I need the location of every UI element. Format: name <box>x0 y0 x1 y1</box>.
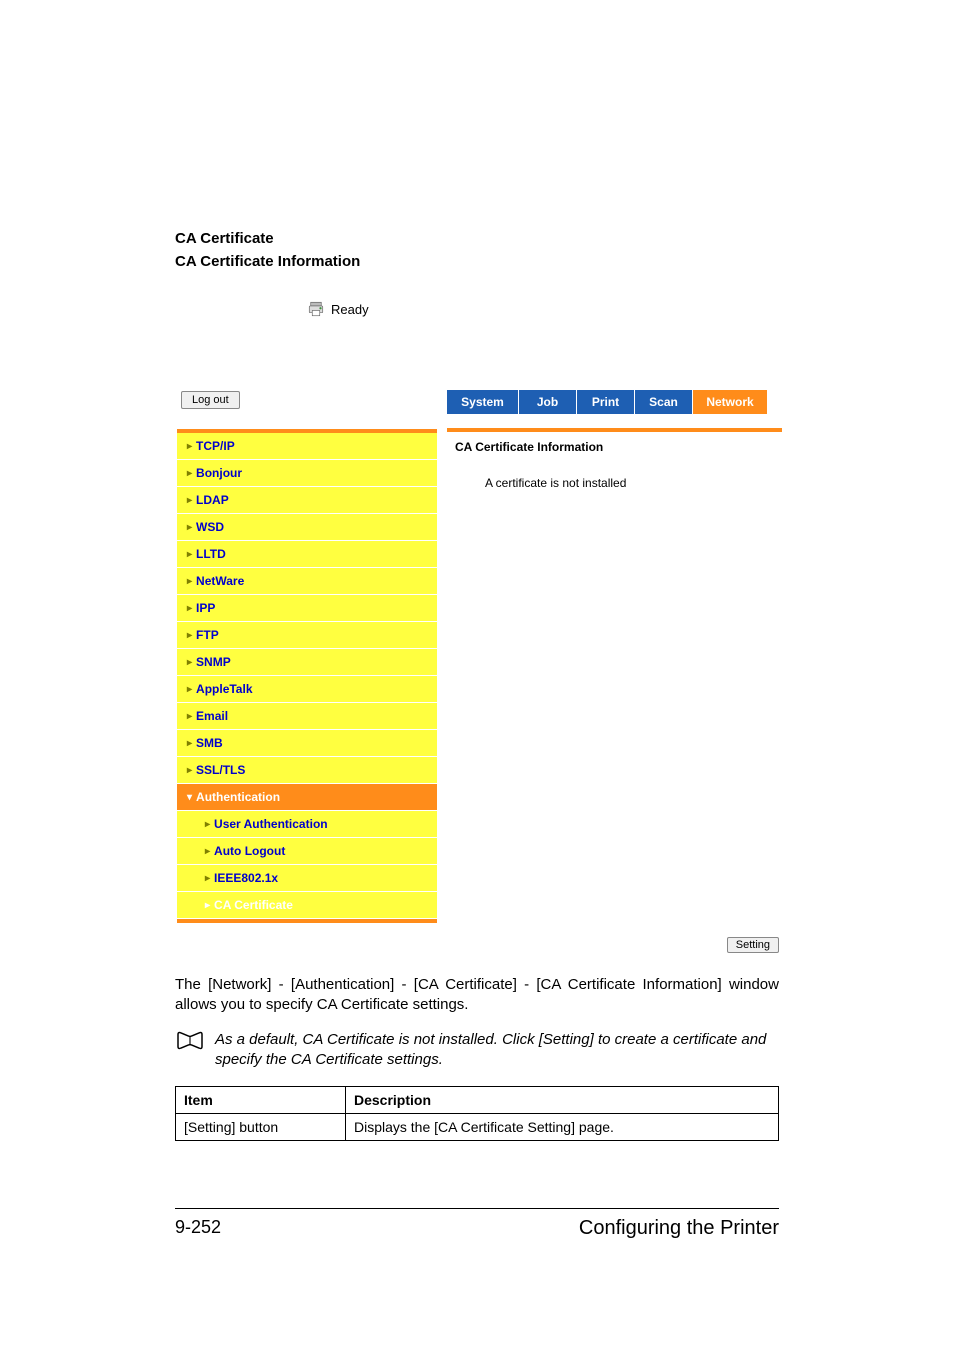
table-cell-description: Displays the [CA Certificate Setting] pa… <box>346 1114 779 1141</box>
sidebar-item-ssltls[interactable]: ▸SSL/TLS <box>177 757 437 784</box>
sidebar-item-label: LLTD <box>196 547 226 561</box>
sidebar-item-label: AppleTalk <box>196 682 252 696</box>
sidebar-item-bonjour[interactable]: ▸Bonjour <box>177 460 437 487</box>
note-text: As a default, CA Certificate is not inst… <box>215 1030 779 1071</box>
description-table: Item Description [Setting] button Displa… <box>175 1086 779 1141</box>
note-icon <box>175 1030 205 1059</box>
tab-print[interactable]: Print <box>577 390 635 414</box>
sidebar-item-ieee8021x[interactable]: ▸IEEE802.1x <box>177 865 437 892</box>
sidebar-item-label: Authentication <box>196 790 280 804</box>
panel-message: A certificate is not installed <box>485 476 782 490</box>
sidebar-item-label: TCP/IP <box>196 439 235 453</box>
printer-icon <box>307 300 325 318</box>
status-label: Ready <box>331 302 369 317</box>
section-heading-1: CA Certificate <box>175 230 779 247</box>
sidebar-item-smb[interactable]: ▸SMB <box>177 730 437 757</box>
tab-system[interactable]: System <box>447 390 519 414</box>
main-panel: CA Certificate Information A certificate… <box>447 432 782 490</box>
status-bar: Ready <box>307 300 779 318</box>
sidebar-item-label: CA Certificate <box>214 898 293 912</box>
sidebar-item-label: IPP <box>196 601 215 615</box>
sidebar-item-label: FTP <box>196 628 219 642</box>
table-header-item: Item <box>176 1087 346 1114</box>
embedded-screenshot: Ready Log out ▸TCP/IP ▸Bonjour ▸LDAP ▸WS… <box>177 300 779 953</box>
sidebar-item-tcpip[interactable]: ▸TCP/IP <box>177 433 437 460</box>
sidebar-item-label: SSL/TLS <box>196 763 245 777</box>
sidebar-item-email[interactable]: ▸Email <box>177 703 437 730</box>
setting-button[interactable]: Setting <box>727 937 779 953</box>
sidebar-item-snmp[interactable]: ▸SNMP <box>177 649 437 676</box>
sidebar-item-label: Email <box>196 709 228 723</box>
tabs-row: System Job Print Scan Network <box>447 390 782 414</box>
sidebar-item-ldap[interactable]: ▸LDAP <box>177 487 437 514</box>
sidebar-item-label: Auto Logout <box>214 844 285 858</box>
panel-title: CA Certificate Information <box>455 440 782 454</box>
section-heading-2: CA Certificate Information <box>175 253 779 270</box>
table-header-description: Description <box>346 1087 779 1114</box>
sidebar-item-ipp[interactable]: ▸IPP <box>177 595 437 622</box>
sidebar-item-label: SNMP <box>196 655 231 669</box>
sidebar-item-ca-certificate[interactable]: ▸CA Certificate <box>177 892 437 919</box>
note-row: As a default, CA Certificate is not inst… <box>175 1030 779 1071</box>
sidebar-item-auto-logout[interactable]: ▸Auto Logout <box>177 838 437 865</box>
table-row: [Setting] button Displays the [CA Certif… <box>176 1114 779 1141</box>
sidebar: ▸TCP/IP ▸Bonjour ▸LDAP ▸WSD ▸LLTD ▸NetWa… <box>177 429 437 923</box>
sidebar-item-label: SMB <box>196 736 223 750</box>
page-footer: 9-252 Configuring the Printer <box>175 1208 779 1240</box>
sidebar-item-label: IEEE802.1x <box>214 871 278 885</box>
body-paragraph: The [Network] - [Authentication] - [CA C… <box>175 975 779 1016</box>
sidebar-item-user-auth[interactable]: ▸User Authentication <box>177 811 437 838</box>
sidebar-item-label: WSD <box>196 520 224 534</box>
table-cell-item: [Setting] button <box>176 1114 346 1141</box>
sidebar-item-appletalk[interactable]: ▸AppleTalk <box>177 676 437 703</box>
sidebar-item-label: LDAP <box>196 493 229 507</box>
sidebar-item-ftp[interactable]: ▸FTP <box>177 622 437 649</box>
logout-button[interactable]: Log out <box>181 391 240 409</box>
sidebar-item-label: User Authentication <box>214 817 328 831</box>
sidebar-header-authentication[interactable]: ▾Authentication <box>177 784 437 811</box>
sidebar-item-lltd[interactable]: ▸LLTD <box>177 541 437 568</box>
footer-section-title: Configuring the Printer <box>579 1217 779 1240</box>
sidebar-item-label: NetWare <box>196 574 244 588</box>
sidebar-item-netware[interactable]: ▸NetWare <box>177 568 437 595</box>
footer-page-number: 9-252 <box>175 1217 221 1240</box>
tab-network[interactable]: Network <box>693 390 767 414</box>
tab-scan[interactable]: Scan <box>635 390 693 414</box>
tab-job[interactable]: Job <box>519 390 577 414</box>
sidebar-item-wsd[interactable]: ▸WSD <box>177 514 437 541</box>
sidebar-item-label: Bonjour <box>196 466 242 480</box>
